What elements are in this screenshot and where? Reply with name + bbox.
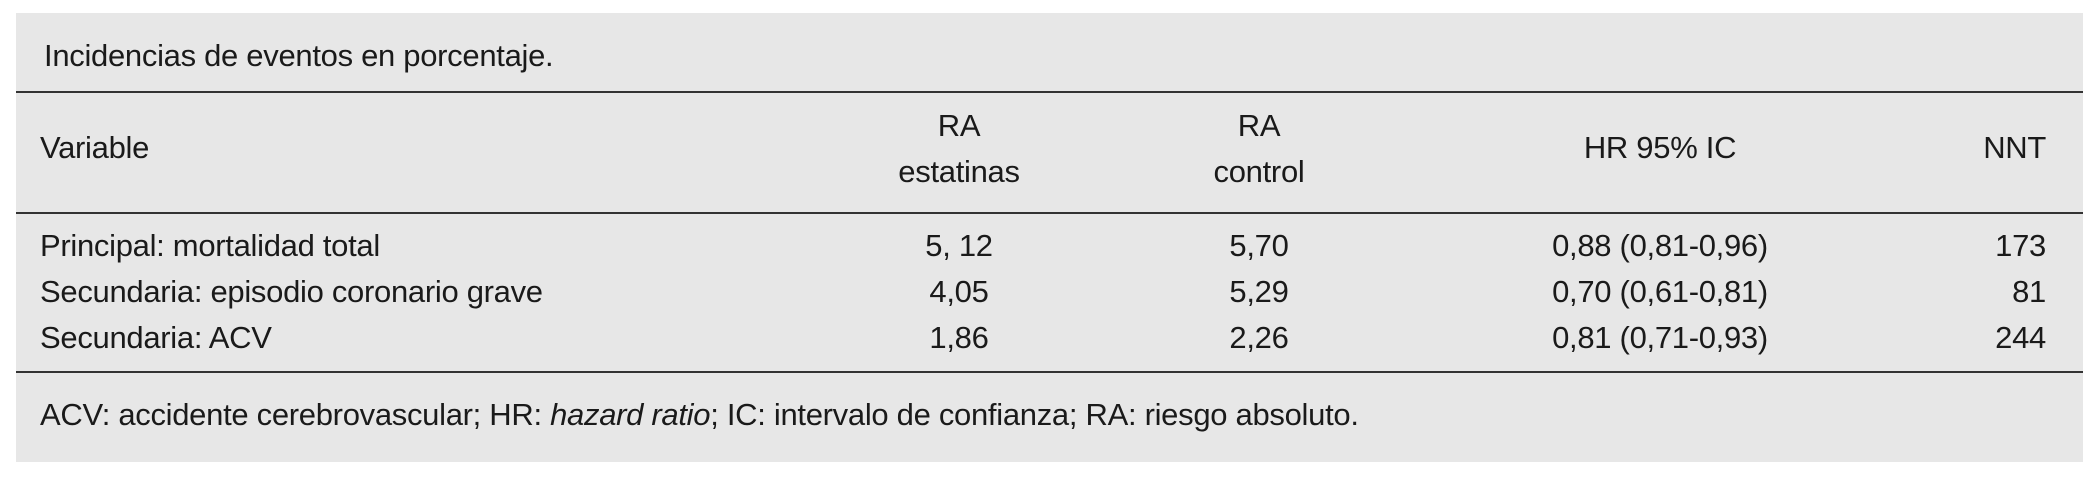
table-title: Incidencias de eventos en porcentaje. xyxy=(44,38,554,73)
column-header: NNT xyxy=(1983,130,2046,165)
column-header: estatinas xyxy=(898,154,1020,189)
column-header: HR 95% IC xyxy=(1583,130,1737,165)
cell: 2,26 xyxy=(1229,320,1289,355)
footnote-text: ; IC: intervalo de confianza; RA: riesgo… xyxy=(710,397,1359,432)
row-label: Secundaria: episodio coronario grave xyxy=(40,274,543,309)
footnote: ACV: accidente cerebrovascular; HR: haza… xyxy=(40,396,1359,434)
row-label: Principal: mortalidad total xyxy=(40,228,380,263)
table-panel: Incidencias de eventos en porcentaje. AC… xyxy=(16,13,2083,462)
cell: 4,05 xyxy=(929,274,989,309)
column-header: control xyxy=(1213,154,1305,189)
rule xyxy=(16,212,2083,214)
cell: 5,70 xyxy=(1229,228,1289,263)
rule xyxy=(16,91,2083,93)
footnote-text: ACV: accidente cerebrovascular; HR: xyxy=(40,397,551,432)
row-label: Secundaria: ACV xyxy=(40,320,272,355)
cell: 0,88 (0,81-0,96) xyxy=(1552,228,1768,263)
cell: 244 xyxy=(1995,320,2046,355)
column-header: RA xyxy=(1237,108,1281,143)
cell: 0,70 (0,61-0,81) xyxy=(1552,274,1768,309)
cell: 5, 12 xyxy=(925,228,993,263)
cell: 1,86 xyxy=(929,320,989,355)
cell: 0,81 (0,71-0,93) xyxy=(1552,320,1768,355)
column-header: Variable xyxy=(40,130,150,165)
cell: 173 xyxy=(1995,228,2046,263)
cell: 81 xyxy=(2012,274,2046,309)
column-header: RA xyxy=(937,108,981,143)
rule xyxy=(16,371,2083,373)
footnote-italic: hazard ratio xyxy=(550,397,711,432)
cell: 5,29 xyxy=(1229,274,1289,309)
